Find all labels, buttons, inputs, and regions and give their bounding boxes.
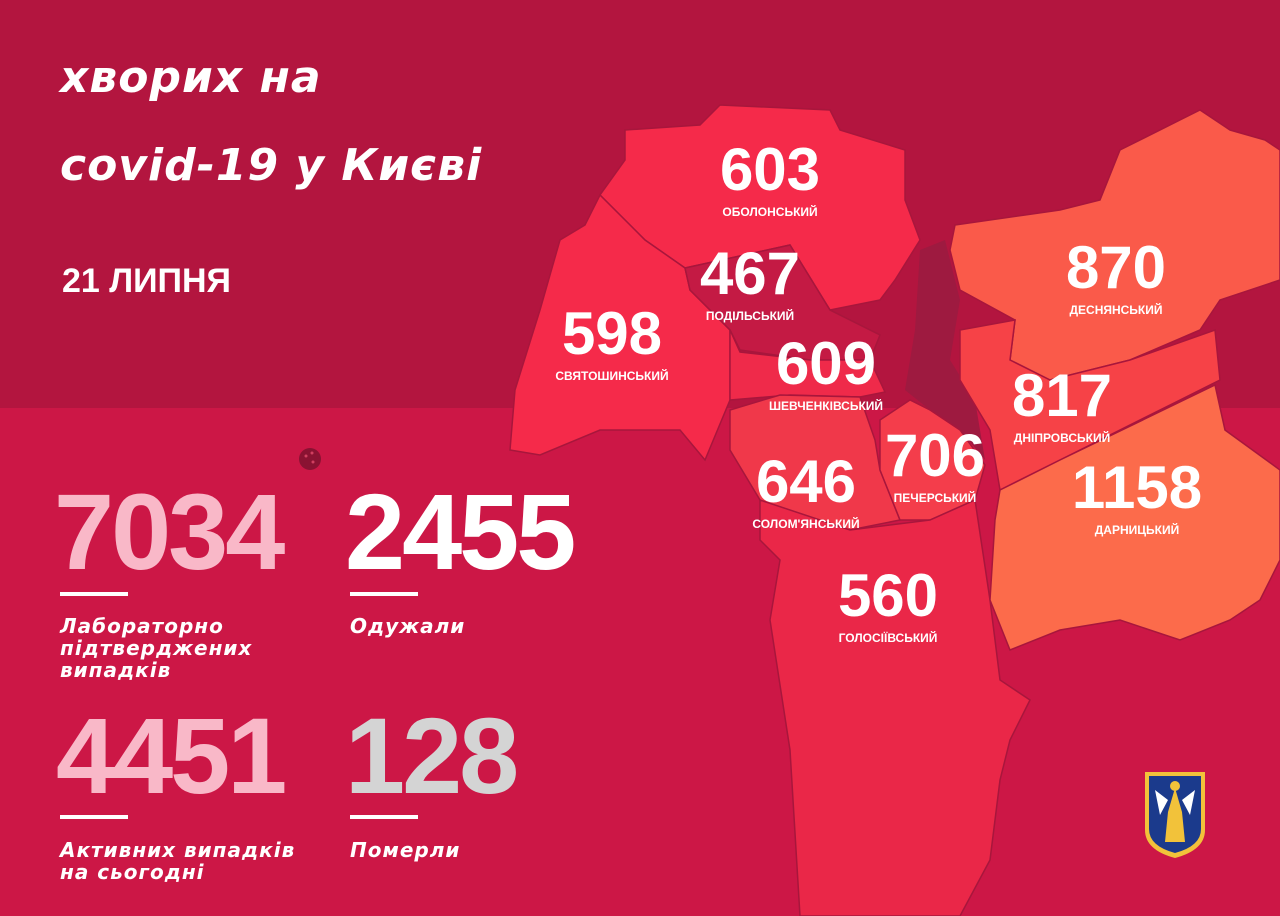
- svg-text:СВЯТОШИНСЬКИЙ: СВЯТОШИНСЬКИЙ: [555, 368, 668, 383]
- svg-text:603: 603: [720, 136, 820, 203]
- stat-recovered-label: Одужали: [350, 614, 466, 638]
- stat-confirmed-value: 7034: [54, 471, 285, 592]
- svg-text:ШЕВЧЕНКІВСЬКИЙ: ШЕВЧЕНКІВСЬКИЙ: [769, 398, 883, 413]
- district-shape-pecherskyi: [879, 399, 986, 521]
- kyiv-coat-of-arms-icon: [1145, 772, 1205, 858]
- svg-text:706: 706: [885, 422, 985, 489]
- svg-text:560: 560: [838, 562, 938, 629]
- svg-text:817: 817: [1012, 362, 1112, 429]
- stat-deaths-label: Померли: [350, 838, 461, 862]
- river-dnipro: [905, 240, 985, 460]
- svg-text:ДАРНИЦЬКИЙ: ДАРНИЦЬКИЙ: [1095, 522, 1179, 537]
- svg-text:646: 646: [756, 448, 856, 515]
- svg-text:ОБОЛОНСЬКИЙ: ОБОЛОНСЬКИЙ: [722, 204, 817, 219]
- title-line-1: хворих на: [60, 52, 322, 103]
- svg-text:870: 870: [1066, 234, 1166, 301]
- svg-text:СОЛОМ'ЯНСЬКИЙ: СОЛОМ'ЯНСЬКИЙ: [752, 516, 859, 531]
- svg-text:467: 467: [700, 240, 800, 307]
- divider: [350, 592, 418, 596]
- svg-text:ПОДІЛЬСЬКИЙ: ПОДІЛЬСЬКИЙ: [706, 308, 794, 323]
- svg-text:ПЕЧЕРСЬКИЙ: ПЕЧЕРСЬКИЙ: [894, 490, 977, 505]
- stat-deaths-value: 128: [345, 695, 519, 816]
- district-shape-holosiivskyi: [759, 498, 1031, 916]
- stat-active-value: 4451: [56, 695, 287, 816]
- district-shape-dniprovskyi: [959, 319, 1221, 492]
- svg-text:ДЕСНЯНСЬКИЙ: ДЕСНЯНСЬКИЙ: [1069, 302, 1162, 317]
- stat-recovered-value: 2455: [345, 471, 576, 592]
- divider: [60, 815, 128, 819]
- title-line-2: covid-19 у Києві: [60, 140, 483, 191]
- svg-text:ГОЛОСІЇВСЬКИЙ: ГОЛОСІЇВСЬКИЙ: [839, 630, 938, 645]
- date-label: 21 ЛИПНЯ: [62, 262, 231, 300]
- svg-text:ДНІПРОВСЬКИЙ: ДНІПРОВСЬКИЙ: [1014, 430, 1110, 445]
- svg-text:598: 598: [562, 300, 662, 367]
- stat-confirmed-label: Лабораторно підтверджених випадків: [60, 614, 253, 682]
- district-shape-shevchenkivskyi: [729, 329, 887, 401]
- svg-text:1158: 1158: [1072, 454, 1202, 521]
- virus-icon: [299, 448, 321, 470]
- stat-active-label: Активних випадків на сьогодні: [60, 838, 296, 884]
- svg-text:609: 609: [776, 330, 876, 397]
- divider: [350, 815, 418, 819]
- divider: [60, 592, 128, 596]
- district-shape-darnytskyi: [989, 383, 1280, 651]
